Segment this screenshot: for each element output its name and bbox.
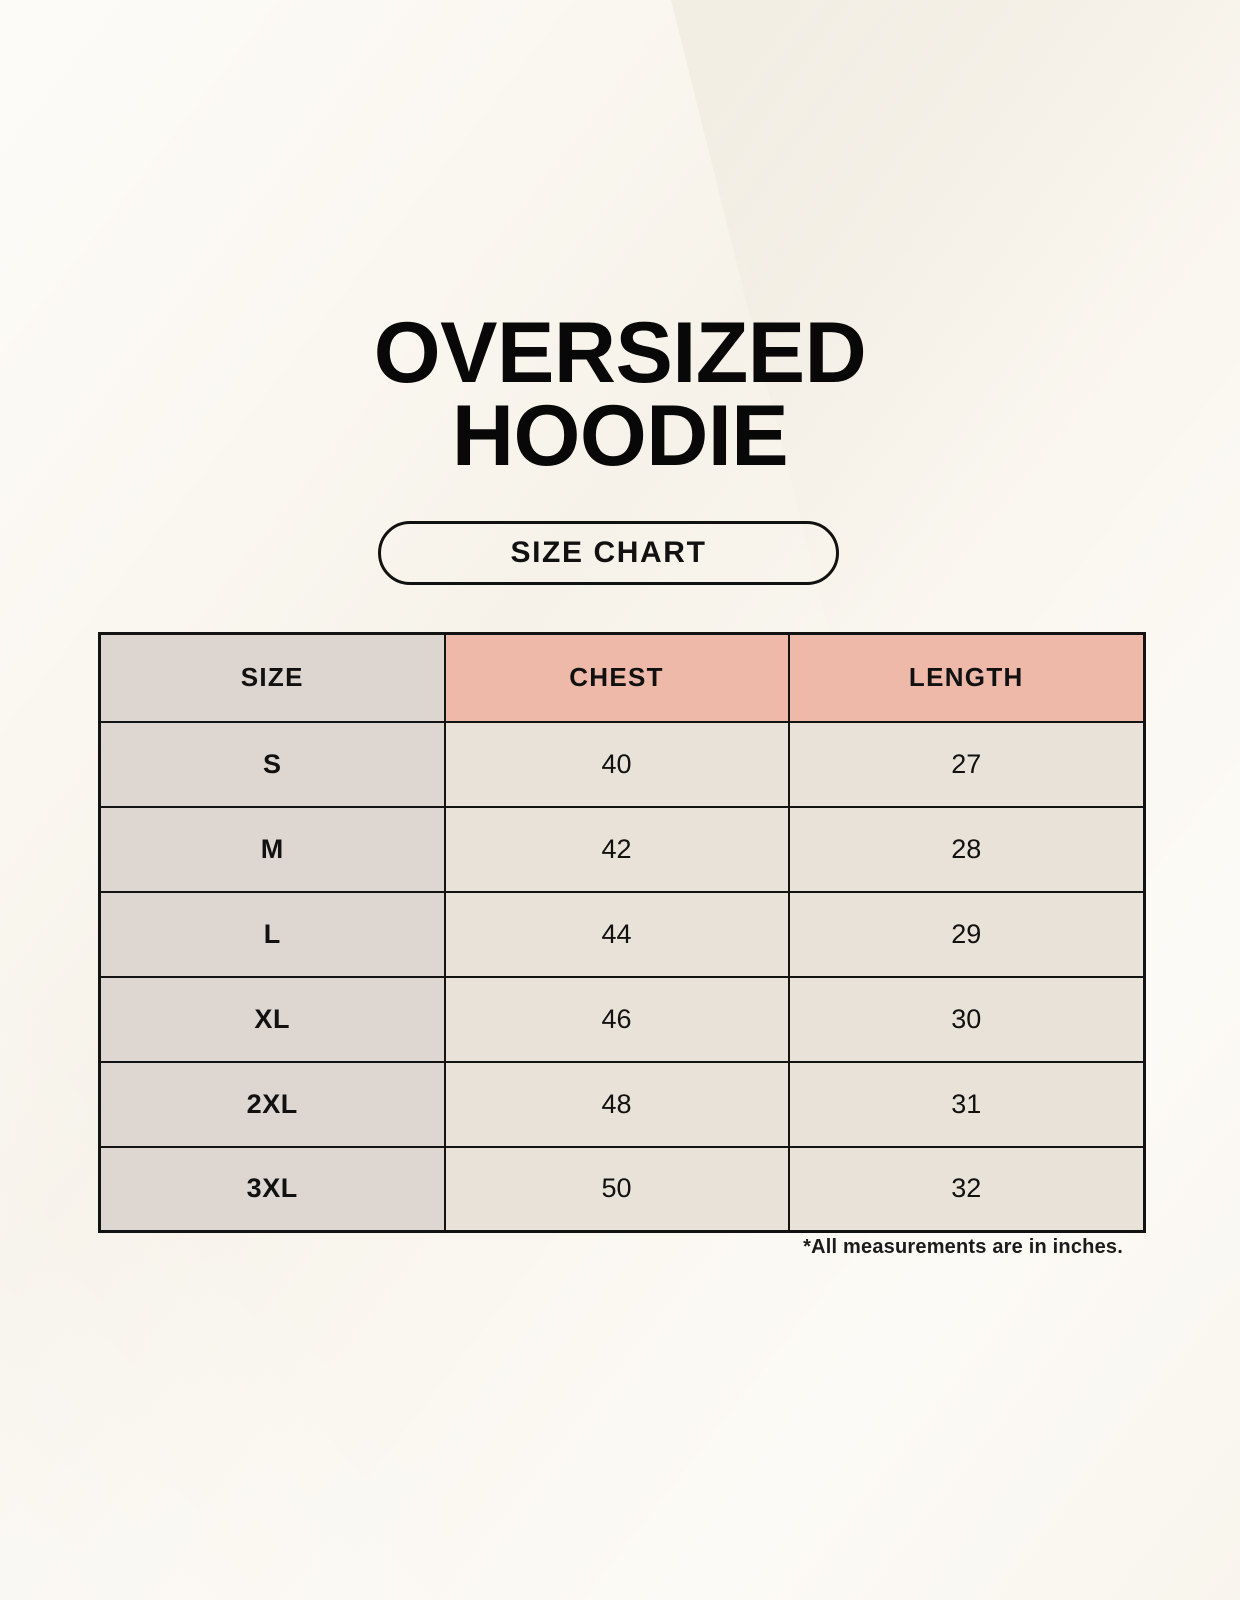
page-title: OVERSIZED HOODIE <box>0 305 1240 484</box>
size-chart-badge-label: SIZE CHART <box>510 536 707 569</box>
table-row: XL 46 30 <box>98 975 1146 1063</box>
cell-length: 29 <box>787 890 1146 978</box>
cell-length: 28 <box>787 805 1146 893</box>
size-table-container: SIZE CHEST LENGTH S 40 27 M 42 28 L 44 29 XL 46 30 2… <box>98 632 1146 1233</box>
cell-size: 2XL <box>98 1060 446 1148</box>
cell-size: M <box>98 805 446 893</box>
size-table-body: S 40 27 M 42 28 L 44 29 XL 46 30 2XL 48 31 3XL 50 32 <box>98 720 1146 1233</box>
cell-chest: 42 <box>443 805 790 893</box>
cell-size: S <box>98 720 446 808</box>
table-row: M 42 28 <box>98 805 1146 893</box>
column-header-size: SIZE <box>98 632 446 723</box>
table-row: 2XL 48 31 <box>98 1060 1146 1148</box>
cell-length: 27 <box>787 720 1146 808</box>
measurements-footnote: *All measurements are in inches. <box>803 1236 1123 1258</box>
size-table: SIZE CHEST LENGTH S 40 27 M 42 28 L 44 29 XL 46 30 2… <box>98 632 1146 1233</box>
table-row: S 40 27 <box>98 720 1146 808</box>
column-header-chest: CHEST <box>443 632 790 723</box>
cell-chest: 50 <box>443 1145 790 1233</box>
cell-chest: 44 <box>443 890 790 978</box>
cell-length: 31 <box>787 1060 1146 1148</box>
cell-chest: 40 <box>443 720 790 808</box>
cell-chest: 46 <box>443 975 790 1063</box>
table-row: L 44 29 <box>98 890 1146 978</box>
cell-length: 30 <box>787 975 1146 1063</box>
size-table-head: SIZE CHEST LENGTH <box>98 632 1146 723</box>
size-chart-badge: SIZE CHART <box>378 521 839 585</box>
table-row: 3XL 50 32 <box>98 1145 1146 1233</box>
cell-size: L <box>98 890 446 978</box>
cell-length: 32 <box>787 1145 1146 1233</box>
cell-size: XL <box>98 975 446 1063</box>
cell-size: 3XL <box>98 1145 446 1233</box>
column-header-length: LENGTH <box>787 632 1146 723</box>
table-header-row: SIZE CHEST LENGTH <box>98 632 1146 723</box>
cell-chest: 48 <box>443 1060 790 1148</box>
page-title-line-1: OVERSIZED <box>373 305 867 401</box>
page-title-line-2: HOODIE <box>451 387 789 484</box>
